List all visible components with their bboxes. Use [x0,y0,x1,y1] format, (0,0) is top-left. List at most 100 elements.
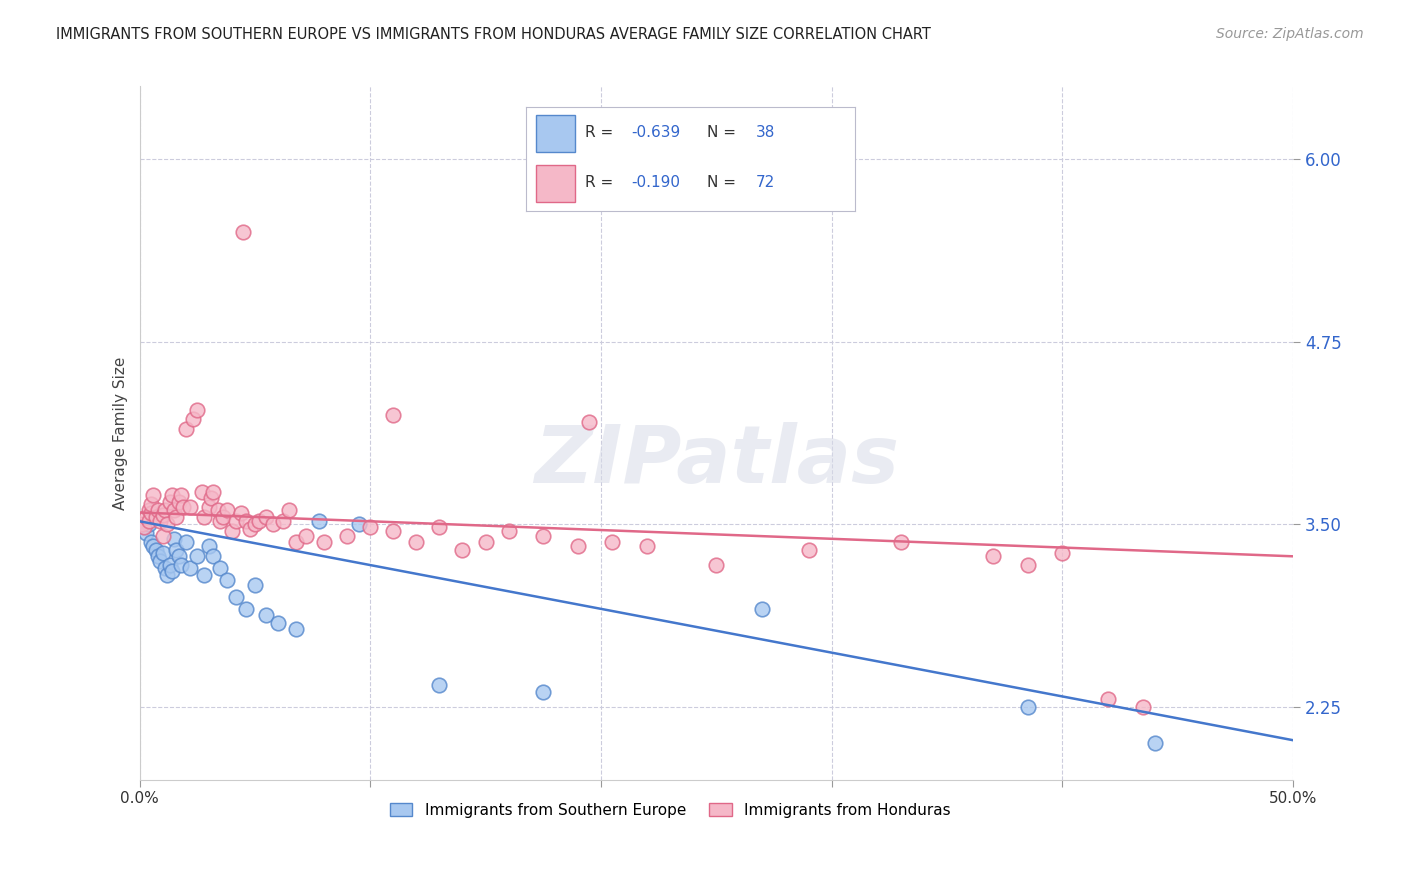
Point [165,509,187,524]
Point [160,488,183,502]
Text: ZIPatlas: ZIPatlas [534,422,898,500]
Point [209,561,232,575]
Point [160,564,183,578]
Point [139,497,162,511]
Point [134,520,156,534]
Point [217,502,239,516]
Point [152,529,174,543]
Point [149,554,172,568]
Point [285,534,308,549]
Point [202,549,225,564]
Point [152,546,174,560]
Point [186,403,208,417]
Point [167,549,190,564]
Point [262,517,284,532]
Point [146,502,169,516]
Point [131,517,153,532]
Point [498,524,520,539]
Point [229,506,252,520]
Point [156,568,179,582]
Point [243,517,266,532]
Point [704,558,727,572]
Point [249,514,271,528]
Y-axis label: Average Family Size: Average Family Size [114,356,128,509]
Point [159,558,181,572]
Point [142,488,165,502]
Point [567,539,589,553]
Point [243,578,266,592]
Point [139,506,162,520]
Point [163,502,186,516]
Point [531,685,554,699]
Point [314,534,336,549]
Point [174,534,197,549]
Point [149,514,172,528]
Point [146,549,169,564]
Point [179,561,201,575]
Point [138,517,160,532]
Point [186,549,208,564]
Point [135,525,157,540]
Point [1143,736,1166,750]
Point [153,561,176,575]
Point [347,517,370,532]
Point [156,517,179,532]
Point [636,539,658,553]
Point [209,514,232,528]
Point [200,491,222,505]
Point [221,524,243,539]
Point [163,532,186,546]
Point [890,534,912,549]
Point [197,539,219,553]
Text: Source: ZipAtlas.com: Source: ZipAtlas.com [1216,27,1364,41]
Point [474,534,496,549]
Point [294,529,316,543]
Point [170,488,193,502]
Point [134,520,156,534]
Point [797,543,820,558]
Point [285,622,308,636]
Point [271,514,294,528]
Point [602,534,624,549]
Point [235,514,257,528]
Point [1097,692,1119,706]
Point [174,422,197,436]
Point [138,514,160,528]
Point [142,539,165,553]
Point [197,500,219,514]
Point [207,502,229,516]
Point [139,534,162,549]
Point [359,520,381,534]
Point [429,678,451,692]
Point [202,485,225,500]
Point [217,573,239,587]
Point [138,502,160,516]
Point [159,495,181,509]
Point [135,509,157,524]
Point [170,558,193,572]
Point [405,534,427,549]
Point [267,616,290,631]
Point [1017,699,1039,714]
Legend: Immigrants from Southern Europe, Immigrants from Honduras: Immigrants from Southern Europe, Immigra… [384,797,957,824]
Point [531,529,554,543]
Point [1132,699,1154,714]
Point [165,543,187,558]
Point [578,415,600,429]
Point [429,520,451,534]
Point [278,502,301,516]
Point [308,514,330,528]
Point [179,500,201,514]
Point [239,522,262,536]
Point [336,529,359,543]
Point [225,590,247,604]
Point [382,408,405,422]
Point [451,543,474,558]
Point [751,602,773,616]
Point [1017,558,1039,572]
Point [167,495,190,509]
Point [145,543,167,558]
Point [1052,546,1074,560]
Point [181,412,204,426]
Point [254,509,277,524]
